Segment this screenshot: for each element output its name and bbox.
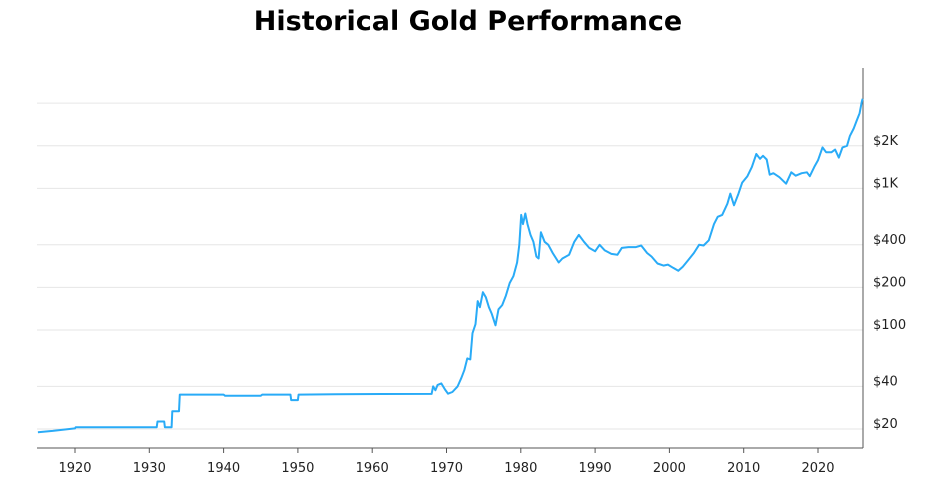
gold-price-line <box>37 98 864 434</box>
x-tick-label: 1950 <box>281 461 314 476</box>
x-tick-label: 2000 <box>653 461 686 476</box>
x-tick-label: 2020 <box>801 461 834 476</box>
y-axis: $20 $40 $100 $200 $400 $1K $2K <box>862 68 906 448</box>
x-tick-label: 1980 <box>504 461 537 476</box>
y-tick-label: $200 <box>873 275 906 290</box>
series <box>37 98 864 434</box>
y-tick-label: $40 <box>873 374 898 389</box>
x-tick-label: 2010 <box>727 461 760 476</box>
y-tick-label: $400 <box>873 233 906 248</box>
x-tick-label: 1960 <box>356 461 389 476</box>
x-axis: 1920 1930 1940 1950 1960 1970 1980 1990 2000 2010… <box>37 447 863 476</box>
y-tick-label: $2K <box>873 134 899 149</box>
y-tick-label: $1K <box>873 176 899 191</box>
y-tick-label: $20 <box>873 417 898 432</box>
x-tick-label: 1930 <box>133 461 166 476</box>
gridlines <box>37 102 863 430</box>
x-tick-label: 1990 <box>579 461 612 476</box>
x-tick-label: 1970 <box>430 461 463 476</box>
x-tick-label: 1920 <box>58 461 91 476</box>
y-tick-label: $100 <box>873 318 906 333</box>
x-tick-label: 1940 <box>207 461 240 476</box>
chart-title: Historical Gold Performance <box>253 6 683 37</box>
